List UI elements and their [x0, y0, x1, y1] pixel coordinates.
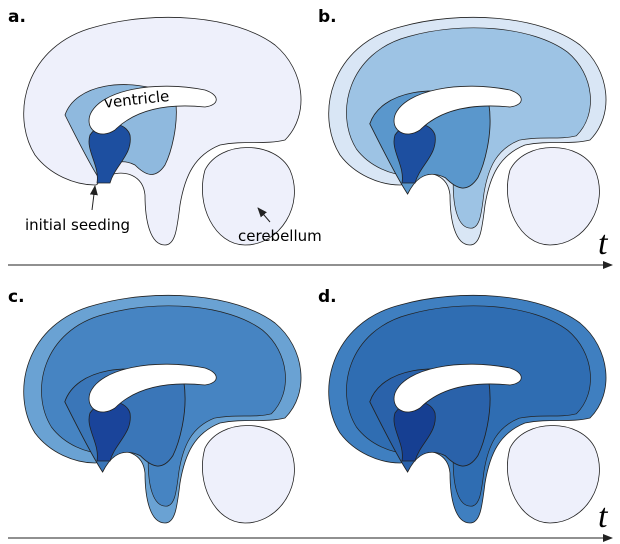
time-label: t — [598, 225, 609, 262]
panel-label: b. — [318, 7, 337, 27]
brain-panel-d — [329, 295, 606, 523]
brain-panel-b — [329, 17, 606, 245]
cerebellum-label: cerebellum — [238, 227, 322, 245]
panel-label: a. — [8, 7, 26, 27]
brain-panel-a — [24, 17, 301, 245]
seeding-arrow — [92, 186, 95, 210]
seeding-label: initial seeding — [25, 216, 130, 234]
brain-panel-c — [24, 295, 301, 523]
time-label: t — [598, 498, 609, 535]
panel-label: c. — [8, 287, 25, 307]
panel-label: d. — [318, 287, 337, 307]
figure: a. b. c. d. ventricle initial seeding ce… — [0, 0, 620, 544]
